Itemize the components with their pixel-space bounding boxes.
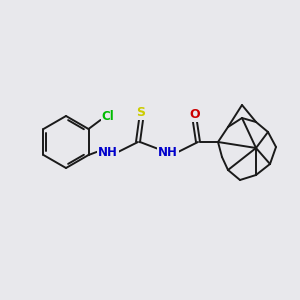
Text: NH: NH [98, 146, 118, 158]
Text: S: S [136, 106, 146, 119]
Text: NH: NH [158, 146, 178, 158]
Text: Cl: Cl [101, 110, 114, 124]
Text: O: O [190, 109, 200, 122]
